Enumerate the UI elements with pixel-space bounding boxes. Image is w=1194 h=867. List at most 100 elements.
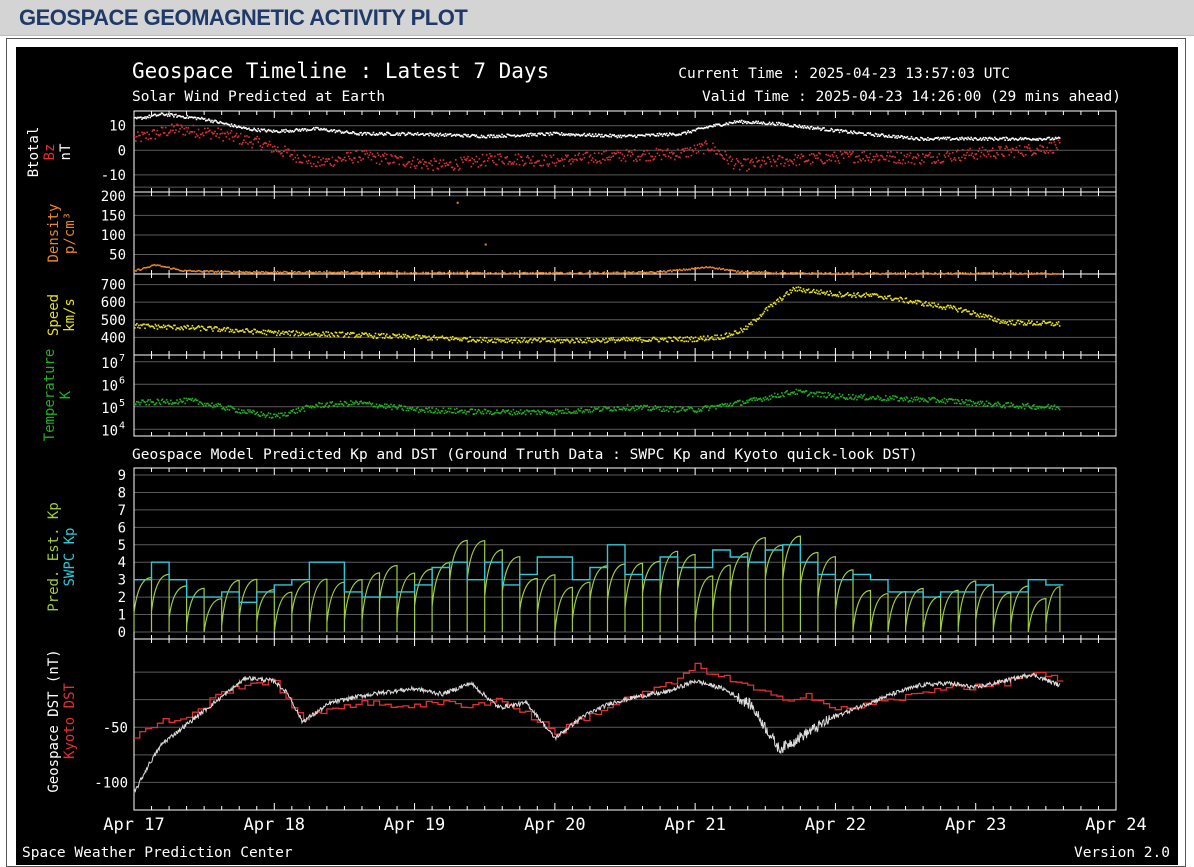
data-point xyxy=(668,407,671,410)
data-point xyxy=(326,335,328,337)
data-point xyxy=(479,136,482,139)
data-point xyxy=(286,271,288,273)
data-point xyxy=(300,128,303,131)
data-point xyxy=(456,407,458,410)
data-point xyxy=(352,161,354,164)
data-point xyxy=(774,395,777,398)
data-point xyxy=(1032,153,1034,155)
data-point xyxy=(999,137,1001,140)
data-point xyxy=(791,391,793,394)
data-point xyxy=(754,272,756,274)
data-point xyxy=(939,137,942,140)
data-point xyxy=(724,333,727,335)
data-point xyxy=(654,338,657,340)
data-point xyxy=(213,271,215,274)
data-point xyxy=(383,133,386,135)
data-point xyxy=(647,133,649,136)
data-point xyxy=(671,151,673,154)
data-point xyxy=(687,340,690,343)
data-point xyxy=(879,397,882,399)
data-point xyxy=(223,327,226,329)
data-point xyxy=(487,410,490,412)
data-point xyxy=(525,135,528,137)
data-point xyxy=(1032,137,1034,140)
data-point xyxy=(374,156,377,158)
data-point xyxy=(879,154,882,157)
data-point xyxy=(194,136,197,138)
data-point xyxy=(152,401,155,403)
data-point xyxy=(431,134,433,136)
data-point xyxy=(578,409,581,412)
data-point xyxy=(979,155,982,158)
data-point xyxy=(447,133,450,136)
data-point xyxy=(621,338,624,341)
data-point xyxy=(299,271,301,274)
data-point xyxy=(167,266,169,268)
data-point xyxy=(787,293,789,296)
data-point xyxy=(892,395,894,397)
data-point xyxy=(473,413,476,415)
data-point xyxy=(816,273,819,275)
data-point xyxy=(704,266,706,269)
data-point xyxy=(366,152,369,155)
data-point xyxy=(558,410,561,412)
data-point xyxy=(294,156,297,159)
data-point xyxy=(449,407,452,410)
data-point xyxy=(599,340,601,343)
data-point xyxy=(1023,137,1026,139)
data-point xyxy=(847,294,850,297)
data-point xyxy=(1046,322,1049,324)
data-point xyxy=(335,159,338,162)
data-point xyxy=(978,147,981,150)
data-point xyxy=(204,270,206,273)
data-point xyxy=(656,152,659,155)
data-point xyxy=(680,269,682,272)
data-point xyxy=(154,137,157,140)
data-point xyxy=(255,271,258,273)
data-point xyxy=(805,159,808,162)
data-point xyxy=(437,135,440,137)
data-point xyxy=(308,272,311,274)
data-point xyxy=(459,339,461,342)
data-point xyxy=(544,410,547,412)
data-point xyxy=(633,336,636,339)
data-point xyxy=(1010,273,1013,275)
data-point xyxy=(658,132,661,135)
data-point xyxy=(178,327,180,330)
data-point xyxy=(1033,322,1035,325)
data-point xyxy=(637,155,639,158)
data-point xyxy=(599,160,601,162)
data-point xyxy=(442,407,445,410)
data-point xyxy=(644,405,646,407)
data-point xyxy=(661,271,664,273)
data-point xyxy=(855,296,857,299)
data-point xyxy=(652,133,655,135)
data-point xyxy=(297,334,300,337)
data-point xyxy=(574,154,576,157)
data-point xyxy=(897,272,899,275)
data-point xyxy=(915,272,918,274)
data-point xyxy=(558,133,561,136)
data-point xyxy=(803,160,806,163)
data-point xyxy=(376,271,378,274)
data-point xyxy=(878,158,881,161)
data-point xyxy=(1047,321,1050,324)
data-point xyxy=(553,131,556,134)
data-point xyxy=(679,156,681,159)
data-point xyxy=(536,135,538,137)
data-point xyxy=(843,294,846,297)
data-point xyxy=(548,340,551,342)
data-point xyxy=(208,271,210,273)
data-point xyxy=(1036,321,1038,323)
data-point xyxy=(699,335,702,338)
data-point xyxy=(648,133,650,136)
data-point xyxy=(166,324,169,327)
data-point xyxy=(953,157,956,159)
data-point xyxy=(229,132,232,134)
data-point xyxy=(615,409,618,412)
data-point xyxy=(883,399,886,401)
data-point xyxy=(500,411,502,414)
data-point xyxy=(320,159,322,161)
data-point xyxy=(811,161,814,164)
data-point xyxy=(501,133,503,136)
